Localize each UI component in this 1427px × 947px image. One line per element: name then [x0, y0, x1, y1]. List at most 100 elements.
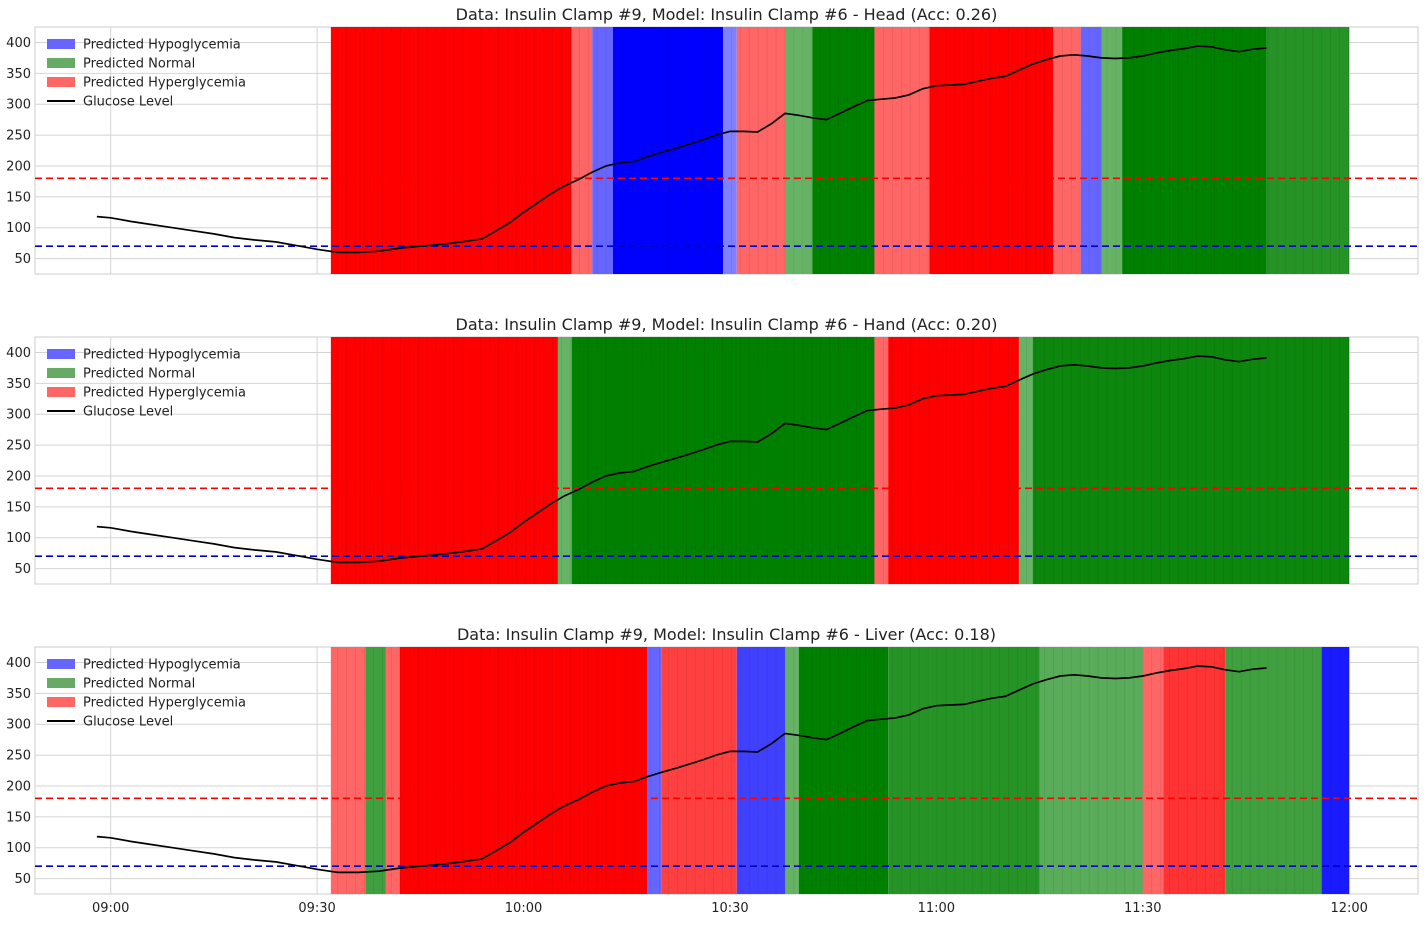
y-tick-label: 400 [6, 656, 31, 671]
y-tick-label: 250 [6, 749, 31, 764]
chart-title: Data: Insulin Clamp #9, Model: Insulin C… [457, 625, 996, 644]
y-tick-label: 250 [6, 439, 31, 454]
chart-panel-2: Data: Insulin Clamp #9, Model: Insulin C… [6, 315, 1419, 585]
legend-swatch [47, 77, 75, 87]
legend-label: Glucose Level [83, 95, 173, 110]
legend-label: Predicted Hyperglycemia [83, 386, 246, 401]
prediction-segment-hypo [592, 27, 613, 274]
legend-swatch [47, 39, 75, 49]
prediction-segment-normal [1266, 27, 1350, 274]
y-tick-label: 150 [6, 500, 31, 515]
prediction-segment-hyper [330, 27, 572, 274]
legend-label: Predicted Hypoglycemia [83, 348, 241, 363]
legend-swatch [47, 697, 75, 707]
y-tick-label: 150 [6, 810, 31, 825]
x-tick-label: 10:00 [505, 901, 542, 916]
glucose-level-line [96, 45, 1267, 254]
chart-title: Data: Insulin Clamp #9, Model: Insulin C… [456, 5, 998, 24]
y-tick-label: 300 [6, 98, 31, 113]
prediction-segment-hyper [736, 27, 785, 274]
prediction-segment-normal [798, 647, 889, 894]
y-tick-label: 50 [14, 252, 31, 267]
prediction-segment-normal [1101, 27, 1123, 274]
y-tick-label: 300 [6, 408, 31, 423]
prediction-segment-hyper [874, 27, 930, 274]
legend-label: Predicted Normal [83, 677, 195, 692]
prediction-segment-hyper [661, 647, 737, 894]
prediction-segment-hyper [571, 27, 593, 274]
prediction-segment-hyper [1142, 647, 1164, 894]
prediction-segment-hyper [1163, 647, 1226, 894]
x-tick-label: 09:30 [298, 901, 335, 916]
y-tick-label: 350 [6, 67, 31, 82]
y-tick-label: 350 [6, 687, 31, 702]
prediction-segment-hypo [647, 647, 662, 894]
prediction-segment-hyper [399, 647, 648, 894]
y-tick-label: 200 [6, 469, 31, 484]
legend-label: Predicted Normal [83, 367, 195, 382]
chart-legend: Predicted Hypoglycemia Predicted Normal Pr… [47, 658, 246, 730]
x-tick-label: 10:30 [711, 901, 748, 916]
y-tick-label: 200 [6, 779, 31, 794]
prediction-segment-normal [784, 27, 813, 274]
legend-swatch [47, 349, 75, 359]
prediction-segment-normal [1018, 337, 1033, 584]
legend-label: Predicted Hyperglycemia [83, 696, 246, 711]
legend-swatch [47, 659, 75, 669]
x-tick-label: 11:00 [918, 901, 955, 916]
prediction-segment-normal [1122, 27, 1267, 274]
y-tick-label: 50 [14, 562, 31, 577]
x-tick-label: 11:30 [1124, 901, 1161, 916]
y-tick-label: 350 [6, 377, 31, 392]
prediction-segment-normal [888, 647, 1040, 894]
prediction-segment-normal [571, 337, 875, 584]
prediction-segment-normal [1032, 337, 1350, 584]
y-tick-label: 100 [6, 841, 31, 856]
y-tick-label: 400 [6, 346, 31, 361]
y-tick-label: 150 [6, 190, 31, 205]
glucose-level-line [96, 665, 1267, 874]
legend-label: Glucose Level [83, 715, 173, 730]
legend-swatch [47, 678, 75, 688]
y-tick-label: 100 [6, 531, 31, 546]
chart-legend: Predicted Hypoglycemia Predicted Normal Pr… [47, 348, 246, 420]
prediction-segment-hyper [874, 337, 889, 584]
prediction-segment-hyper [385, 647, 400, 894]
prediction-segment-hyper [330, 337, 558, 584]
legend-label: Glucose Level [83, 405, 173, 420]
y-tick-label: 400 [6, 36, 31, 51]
chart-title: Data: Insulin Clamp #9, Model: Insulin C… [456, 315, 998, 334]
legend-swatch [47, 368, 75, 378]
legend-label: Predicted Normal [83, 57, 195, 72]
prediction-segment-hypo [1080, 27, 1102, 274]
prediction-segment-hyper [929, 27, 1054, 274]
y-tick-label: 300 [6, 718, 31, 733]
y-tick-label: 200 [6, 159, 31, 174]
prediction-segment-normal [557, 337, 572, 584]
legend-label: Predicted Hypoglycemia [83, 38, 241, 53]
x-tick-label: 09:00 [92, 901, 129, 916]
prediction-segment-normal [812, 27, 875, 274]
x-tick-label: 12:00 [1330, 901, 1367, 916]
prediction-segment-hypo [736, 647, 785, 894]
chart-panel-1: Data: Insulin Clamp #9, Model: Insulin C… [6, 5, 1419, 275]
prediction-segment-hypo [723, 27, 737, 274]
legend-swatch [47, 387, 75, 397]
chart-legend: Predicted Hypoglycemia Predicted Normal Pr… [47, 38, 246, 110]
chart-panel-3: Data: Insulin Clamp #9, Model: Insulin C… [6, 625, 1419, 916]
prediction-segment-normal [1039, 647, 1143, 894]
prediction-segment-hyper [1053, 27, 1081, 274]
prediction-segment-hyper [888, 337, 1019, 584]
y-tick-label: 50 [14, 872, 31, 887]
prediction-segment-normal [1225, 647, 1322, 894]
y-tick-label: 100 [6, 221, 31, 236]
legend-swatch [47, 58, 75, 68]
prediction-segment-hyper [330, 647, 366, 894]
y-tick-label: 250 [6, 129, 31, 144]
legend-label: Predicted Hyperglycemia [83, 76, 246, 91]
legend-label: Predicted Hypoglycemia [83, 658, 241, 673]
prediction-segment-hypo [1321, 647, 1350, 894]
glucose-level-line [96, 355, 1267, 564]
prediction-segment-normal [784, 647, 799, 894]
